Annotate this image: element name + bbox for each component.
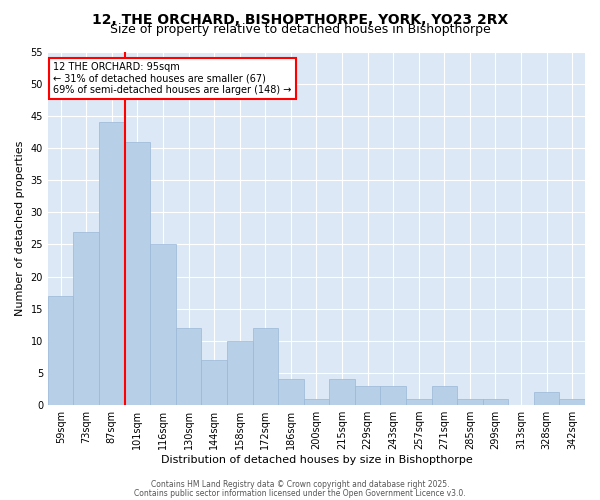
Bar (559, 398, 585, 405)
Bar (482, 398, 508, 405)
Text: 12, THE ORCHARD, BISHOPTHORPE, YORK, YO23 2RX: 12, THE ORCHARD, BISHOPTHORPE, YORK, YO2… (92, 12, 508, 26)
Bar (48, 296, 73, 405)
Text: Contains public sector information licensed under the Open Government Licence v3: Contains public sector information licen… (134, 488, 466, 498)
Bar (278, 380, 304, 405)
Bar (202, 360, 227, 405)
Bar (99, 122, 125, 405)
Text: Contains HM Land Registry data © Crown copyright and database right 2025.: Contains HM Land Registry data © Crown c… (151, 480, 449, 489)
Bar (406, 398, 431, 405)
Bar (329, 380, 355, 405)
Bar (150, 244, 176, 405)
Bar (304, 398, 329, 405)
Bar (227, 341, 253, 405)
Bar (176, 328, 202, 405)
Text: 12 THE ORCHARD: 95sqm
← 31% of detached houses are smaller (67)
69% of semi-deta: 12 THE ORCHARD: 95sqm ← 31% of detached … (53, 62, 292, 96)
Bar (73, 232, 99, 405)
Bar (534, 392, 559, 405)
Bar (253, 328, 278, 405)
Bar (380, 386, 406, 405)
Bar (431, 386, 457, 405)
Bar (125, 142, 150, 405)
Text: Size of property relative to detached houses in Bishopthorpe: Size of property relative to detached ho… (110, 22, 490, 36)
Bar (355, 386, 380, 405)
X-axis label: Distribution of detached houses by size in Bishopthorpe: Distribution of detached houses by size … (161, 455, 472, 465)
Y-axis label: Number of detached properties: Number of detached properties (15, 140, 25, 316)
Bar (457, 398, 482, 405)
